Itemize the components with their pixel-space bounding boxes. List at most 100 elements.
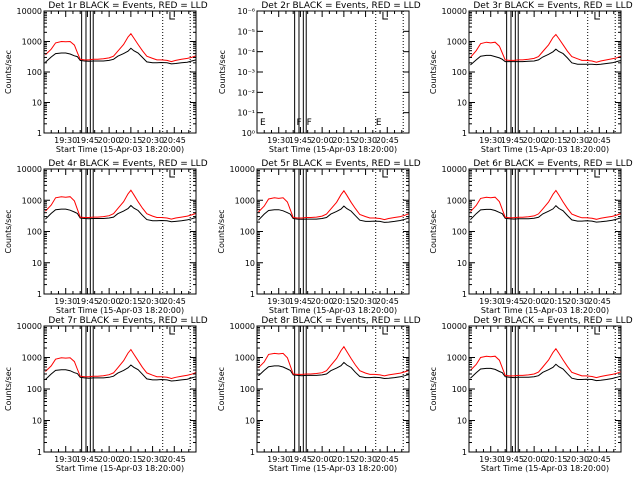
x-tick-label: 19:45 <box>289 297 312 306</box>
y-axis-label: Counts/sec <box>218 50 227 94</box>
x-tick-label: 19:30 <box>267 136 290 145</box>
x-tick-label: 20:30 <box>566 455 589 464</box>
x-tick-label: 20:30 <box>566 297 589 306</box>
x-tick-label: 20:30 <box>141 455 164 464</box>
x-tick-label: 20:00 <box>311 455 334 464</box>
x-tick-label: 20:15 <box>119 455 142 464</box>
series-lld-line <box>45 32 197 63</box>
y-tick-label: 1000 <box>235 354 255 363</box>
x-tick-label: 19:45 <box>289 455 312 464</box>
plot-frame <box>468 325 622 453</box>
x-tick-label: 20:45 <box>376 297 399 306</box>
plot-frame <box>256 168 410 295</box>
plot-frame <box>256 10 410 134</box>
x-tick-label: 19:45 <box>289 136 312 145</box>
x-tick-label: 20:45 <box>588 136 611 145</box>
panel-title: Det 8r BLACK = Events, RED = LLD <box>261 316 420 326</box>
y-tick-label: 10⁻⁶ <box>237 7 255 16</box>
y-tick-label: 10000 <box>17 165 42 174</box>
panel-det-2: Det 2r BLACK = Events, RED = LLD E F F E 10⁰ 1… <box>218 1 421 154</box>
y-axis-label: Counts/sec <box>4 367 13 411</box>
x-tick-label: 20:15 <box>544 297 567 306</box>
y-tick-label: 1 <box>462 129 467 138</box>
panel-det-6: Det 6r BLACK = Events, RED = LLD 1 10 100 10… <box>429 159 633 315</box>
x-tick-label: 20:00 <box>311 297 334 306</box>
y-tick-label: 100 <box>240 385 255 394</box>
x-tick-label: 20:15 <box>119 136 142 145</box>
x-tick-label: 20:45 <box>376 136 399 145</box>
panel-title: Det 3r BLACK = Events, RED = LLD <box>473 1 632 11</box>
panel-title: Det 6r BLACK = Events, RED = LLD <box>473 159 632 169</box>
y-tick-label: 1 <box>37 448 42 457</box>
y-tick-label: 1 <box>462 448 467 457</box>
y-tick-label: 10⁻⁴ <box>237 48 255 57</box>
x-axis-label: Start Time (15-Apr-03 18:20:00) <box>269 145 397 154</box>
x-tick-label: 20:30 <box>354 136 377 145</box>
plot-frame <box>256 325 410 453</box>
x-tick-label: 20:45 <box>163 297 186 306</box>
series-events-line <box>45 204 197 223</box>
panel-det-8: Det 8r BLACK = Events, RED = LLD 1 10 100 10… <box>217 316 421 473</box>
x-tick-label: 19:30 <box>479 297 502 306</box>
y-axis-label: Counts/sec <box>429 50 438 94</box>
y-tick-label: 100 <box>240 228 255 237</box>
y-tick-label: 10⁰ <box>242 129 255 138</box>
panel-title: Det 9r BLACK = Events, RED = LLD <box>473 316 632 326</box>
panel-det-5: Det 5r BLACK = Events, RED = LLD 1 10 100 10… <box>217 159 421 315</box>
x-axis-label: Start Time (15-Apr-03 18:20:00) <box>481 145 609 154</box>
panel-title: Det 7r BLACK = Events, RED = LLD <box>48 316 207 326</box>
series-events-line <box>45 47 197 65</box>
x-tick-label: 19:45 <box>501 136 524 145</box>
panel-det-9: Det 9r BLACK = Events, RED = LLD 1 10 100 10… <box>429 316 633 473</box>
bottom-marker-label: F <box>296 118 301 128</box>
x-tick-label: 19:30 <box>267 455 290 464</box>
corner-marker <box>382 12 388 20</box>
y-tick-label: 1 <box>250 448 255 457</box>
y-tick-label: 10 <box>32 99 42 108</box>
corner-marker <box>382 327 388 335</box>
y-tick-label: 10000 <box>442 165 467 174</box>
x-tick-label: 20:00 <box>98 455 121 464</box>
y-tick-label: 10000 <box>230 165 255 174</box>
y-tick-label: 1000 <box>22 38 42 47</box>
corner-marker <box>169 12 175 20</box>
y-tick-label: 1 <box>462 290 467 299</box>
series-lld-line <box>45 189 197 220</box>
y-tick-label: 1 <box>37 129 42 138</box>
panel-title: Det 4r BLACK = Events, RED = LLD <box>48 159 207 169</box>
plot-frame <box>468 10 622 134</box>
panel-title: Det 2r BLACK = Events, RED = LLD <box>261 1 420 11</box>
y-tick-label: 100 <box>27 385 42 394</box>
plot-frame <box>43 10 197 134</box>
y-tick-label: 10000 <box>230 322 255 331</box>
series-lld-line <box>258 345 410 377</box>
x-tick-label: 20:30 <box>354 297 377 306</box>
y-tick-label: 1000 <box>22 354 42 363</box>
y-tick-label: 10 <box>457 99 467 108</box>
y-tick-label: 10000 <box>442 322 467 331</box>
y-tick-label: 10 <box>32 259 42 268</box>
y-tick-label: 10⁻³ <box>237 68 255 77</box>
x-axis-label: Start Time (15-Apr-03 18:20:00) <box>56 145 184 154</box>
x-tick-label: 20:00 <box>98 297 121 306</box>
y-tick-label: 1 <box>250 290 255 299</box>
plot-frame <box>43 168 197 295</box>
x-tick-label: 20:45 <box>588 297 611 306</box>
y-tick-label: 1 <box>37 290 42 299</box>
x-tick-label: 20:45 <box>163 455 186 464</box>
x-tick-label: 20:15 <box>544 455 567 464</box>
y-tick-label: 1000 <box>22 196 42 205</box>
panel-title: Det 5r BLACK = Events, RED = LLD <box>261 159 420 169</box>
x-tick-label: 20:00 <box>311 136 334 145</box>
y-tick-label: 10⁻² <box>237 88 255 97</box>
series-events-line <box>470 204 622 223</box>
y-tick-label: 10000 <box>17 322 42 331</box>
corner-marker <box>169 327 175 335</box>
x-tick-label: 20:00 <box>523 455 546 464</box>
plot-frame <box>468 168 622 295</box>
y-axis-label: Counts/sec <box>429 209 438 253</box>
x-tick-label: 20:00 <box>523 136 546 145</box>
x-tick-label: 19:45 <box>501 297 524 306</box>
bottom-marker-label: E <box>376 118 382 128</box>
panel-title: Det 1r BLACK = Events, RED = LLD <box>48 1 207 11</box>
